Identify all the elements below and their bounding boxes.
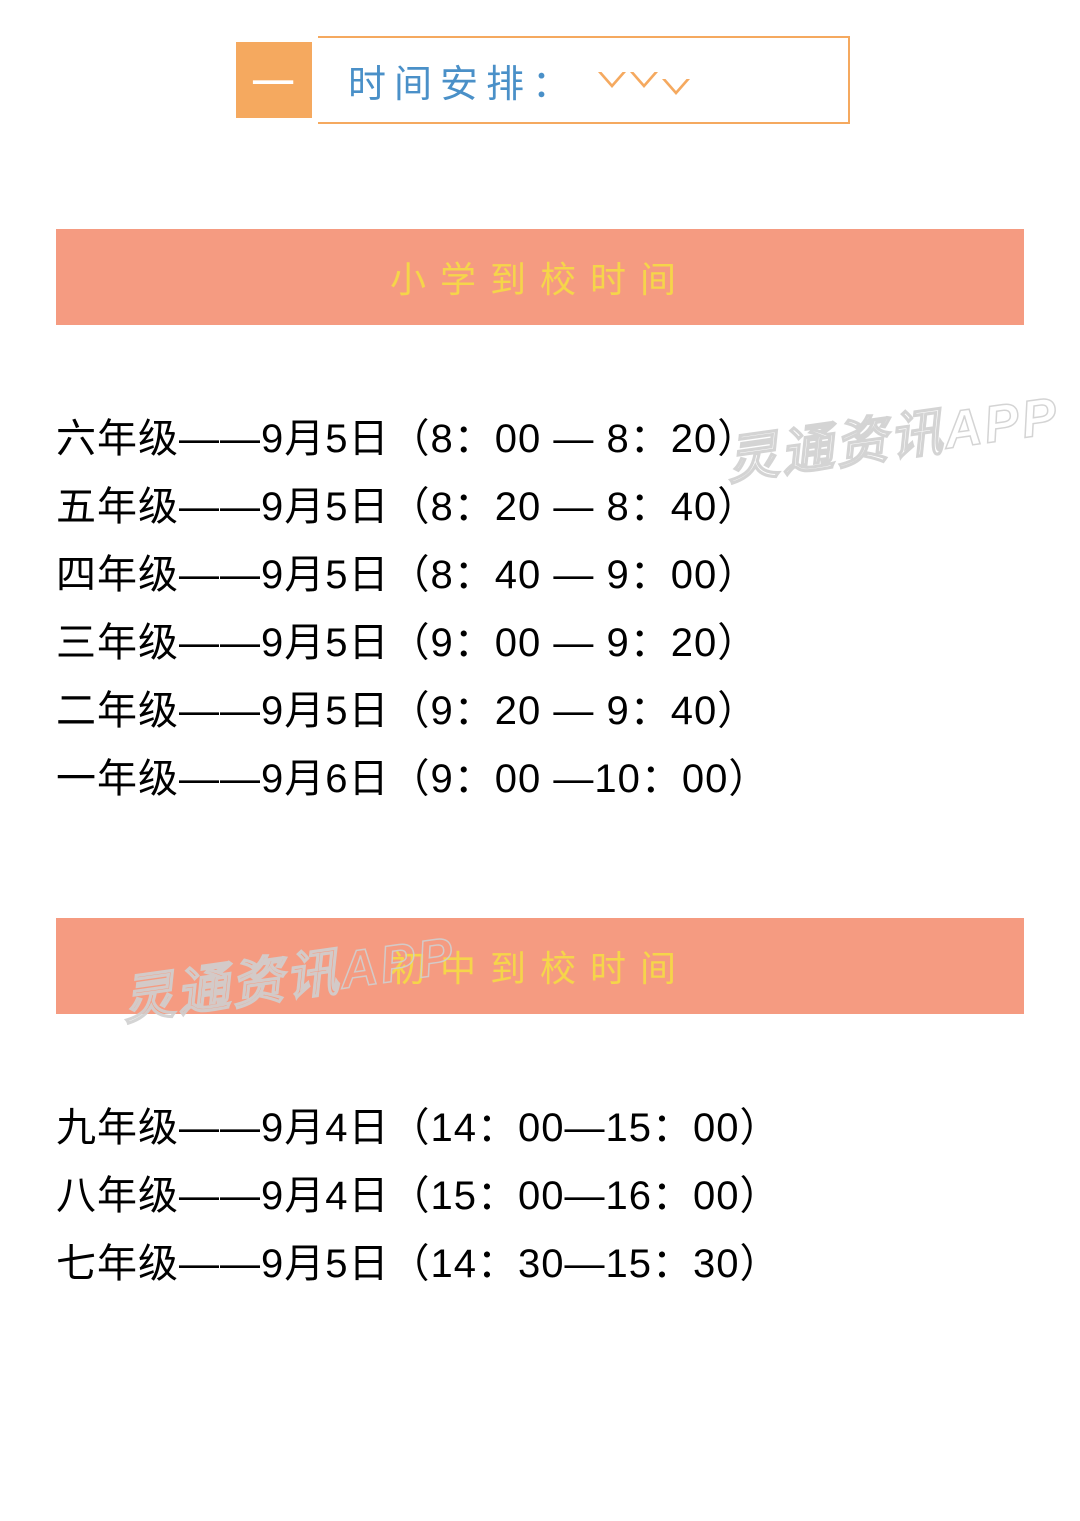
schedule-row: 七年级——9月5日（14：30—15：30） <box>56 1230 1080 1298</box>
schedule-row: 五年级——9月5日（8：20 — 8：40） <box>56 473 1080 541</box>
chevron-down-icon <box>630 72 658 88</box>
header-title: 时间安排： <box>348 53 578 108</box>
chevron-down-icon <box>662 79 690 95</box>
schedule-row: 九年级——9月4日（14：00—15：00） <box>56 1094 1080 1162</box>
chevron-group <box>598 65 690 95</box>
section-banner-middle: 初中到校时间 <box>56 918 1024 1014</box>
schedule-row: 一年级——9月6日（9：00 —10：00） <box>56 745 1080 813</box>
schedule-list-primary: 六年级——9月5日（8：00 — 8：20） 五年级——9月5日（8：20 — … <box>56 405 1080 813</box>
chevron-down-icon <box>598 72 626 88</box>
schedule-row: 八年级——9月4日（15：00—16：00） <box>56 1162 1080 1230</box>
section-banner-primary: 小学到校时间 <box>56 229 1024 325</box>
header-badge: 一 <box>230 36 318 124</box>
badge-number: 一 <box>251 48 297 112</box>
header-box: 一 时间安排： <box>230 36 850 124</box>
schedule-list-middle: 九年级——9月4日（14：00—15：00） 八年级——9月4日（15：00—1… <box>56 1094 1080 1298</box>
schedule-row: 三年级——9月5日（9：00 — 9：20） <box>56 609 1080 677</box>
schedule-row: 四年级——9月5日（8：40 — 9：00） <box>56 541 1080 609</box>
schedule-row: 六年级——9月5日（8：00 — 8：20） <box>56 405 1080 473</box>
schedule-row: 二年级——9月5日（9：20 — 9：40） <box>56 677 1080 745</box>
